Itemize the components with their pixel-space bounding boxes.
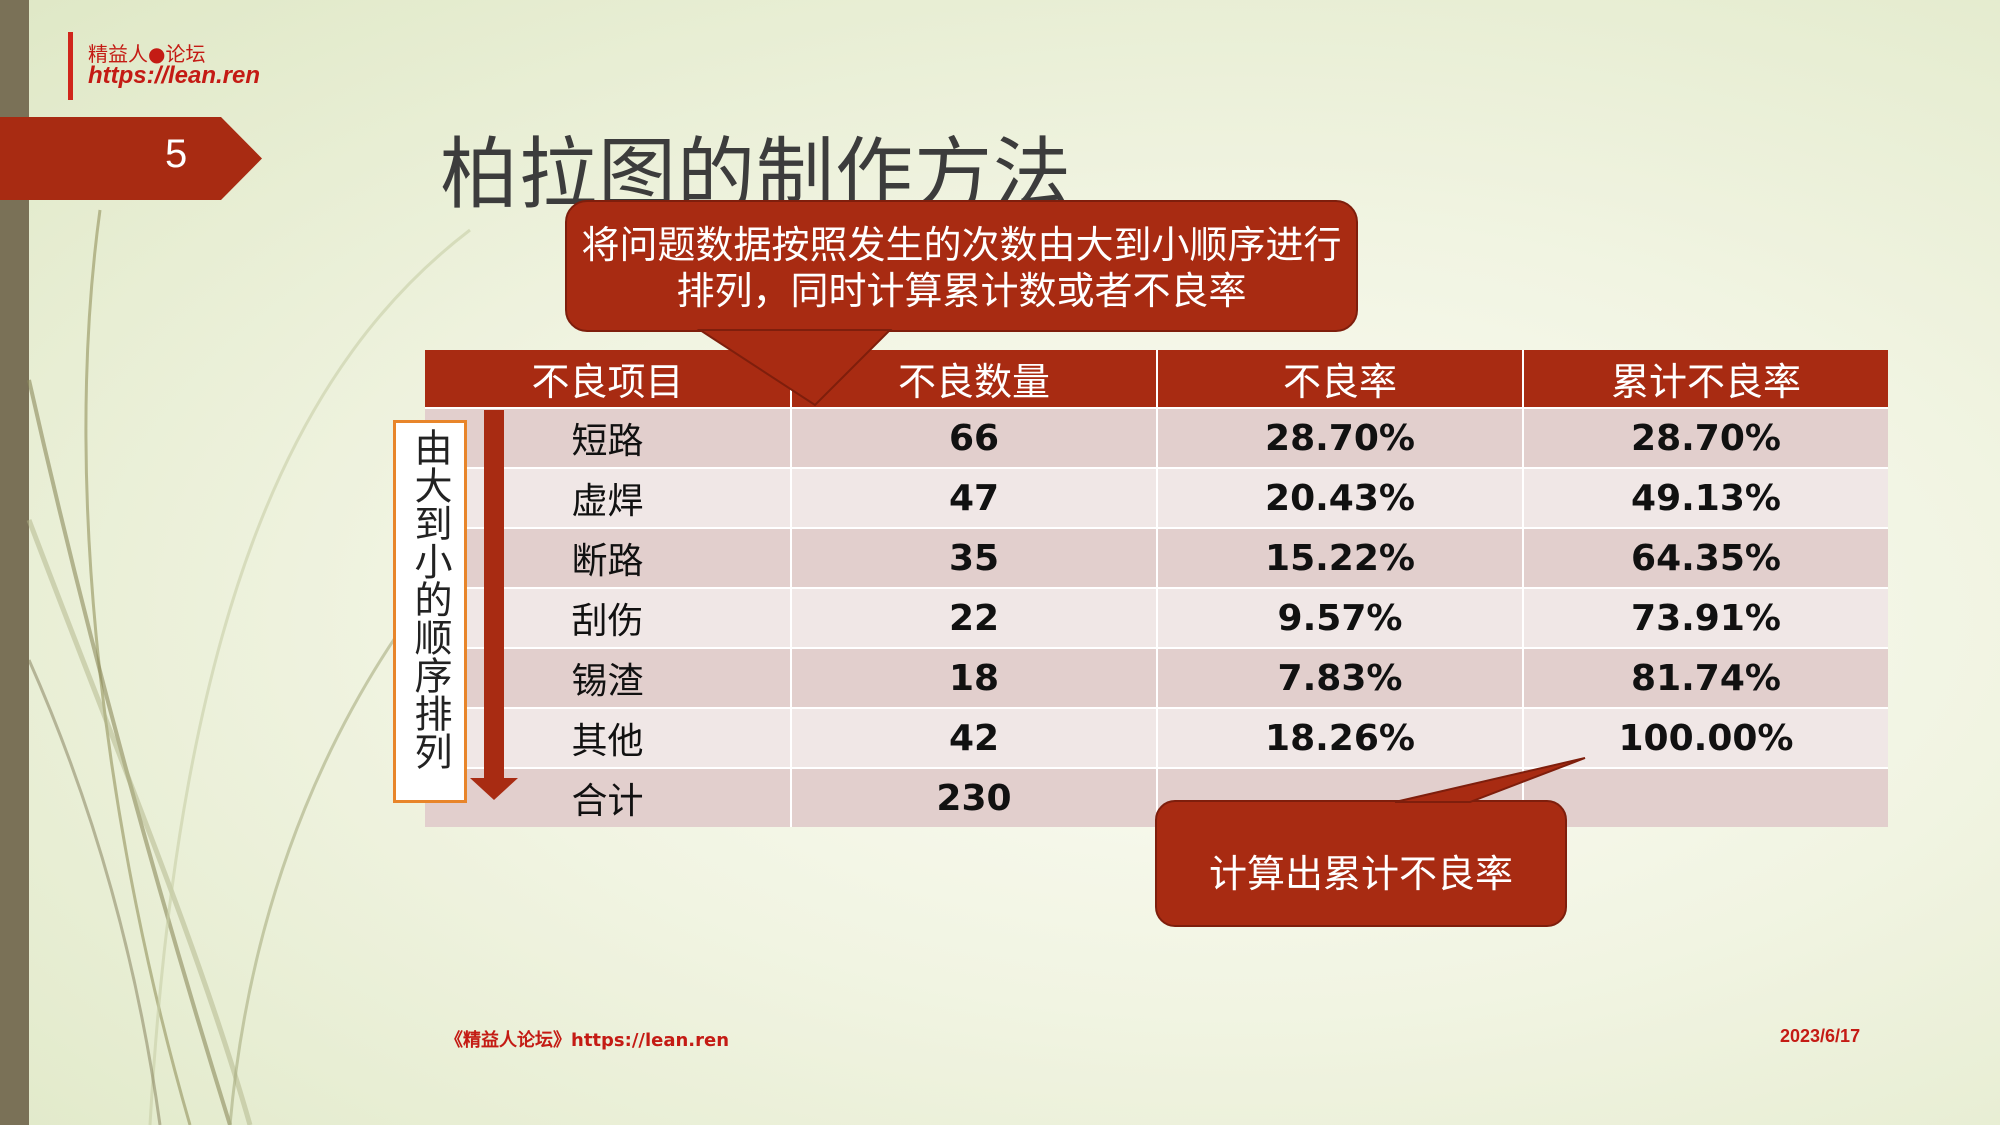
bottom-callout-text: 计算出累计不良率 <box>1208 852 1513 896</box>
top-callout <box>565 200 1358 332</box>
cell-count: 18 <box>791 647 1158 708</box>
logo-rule <box>68 32 73 100</box>
header-cumulative-rate: 累计不良率 <box>1523 350 1888 408</box>
table-row: 虚焊 47 20.43% 49.13% <box>425 467 1888 528</box>
table-header-row: 不良项目 不良数量 不良率 累计不良率 <box>425 350 1888 408</box>
slide-number: 5 <box>165 132 188 176</box>
header-rate: 不良率 <box>1157 350 1524 408</box>
cell-count: 66 <box>791 407 1158 468</box>
top-callout-text: 将问题数据按照发生的次数由大到小顺序进行 排列，同时计算累计数或者不良率 <box>565 222 1358 314</box>
cell-rate: 9.57% <box>1157 587 1524 648</box>
bottom-callout <box>1155 800 1567 927</box>
header-count: 不良数量 <box>791 350 1158 408</box>
cell-count: 230 <box>791 767 1158 827</box>
cell-rate: 7.83% <box>1157 647 1524 708</box>
header-item: 不良项目 <box>425 350 792 408</box>
cell-rate: 20.43% <box>1157 467 1524 528</box>
cell-count: 42 <box>791 707 1158 768</box>
logo-title: 精益人●论坛 <box>88 42 206 66</box>
cell-count: 22 <box>791 587 1158 648</box>
footer-source: 《精益人论坛》https://lean.ren <box>445 1030 730 1051</box>
top-callout-line-1: 将问题数据按照发生的次数由大到小顺序进行 <box>581 223 1342 267</box>
cell-cumulative: 81.74% <box>1523 647 1888 708</box>
footer-date: 2023/6/17 <box>1780 1026 1861 1046</box>
cell-cumulative: 49.13% <box>1523 467 1888 528</box>
cell-rate: 15.22% <box>1157 527 1524 588</box>
cell-cumulative: 28.70% <box>1523 407 1888 468</box>
top-callout-line-2: 排列，同时计算累计数或者不良率 <box>676 269 1247 313</box>
slide-number-tab <box>0 117 262 200</box>
logo-url: https://lean.ren <box>88 62 261 89</box>
cell-cumulative: 64.35% <box>1523 527 1888 588</box>
cell-rate: 18.26% <box>1157 707 1524 768</box>
order-label: 由大到小的顺序排列 <box>408 428 452 770</box>
cell-count: 47 <box>791 467 1158 528</box>
cell-cumulative <box>1523 767 1888 827</box>
order-label-box <box>393 420 467 803</box>
cell-count: 35 <box>791 527 1158 588</box>
cell-rate: 28.70% <box>1157 407 1524 468</box>
cell-cumulative: 73.91% <box>1523 587 1888 648</box>
